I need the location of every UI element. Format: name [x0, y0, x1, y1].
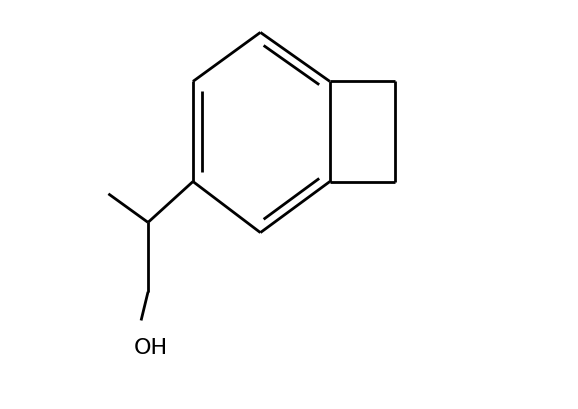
Text: OH: OH: [134, 337, 168, 357]
